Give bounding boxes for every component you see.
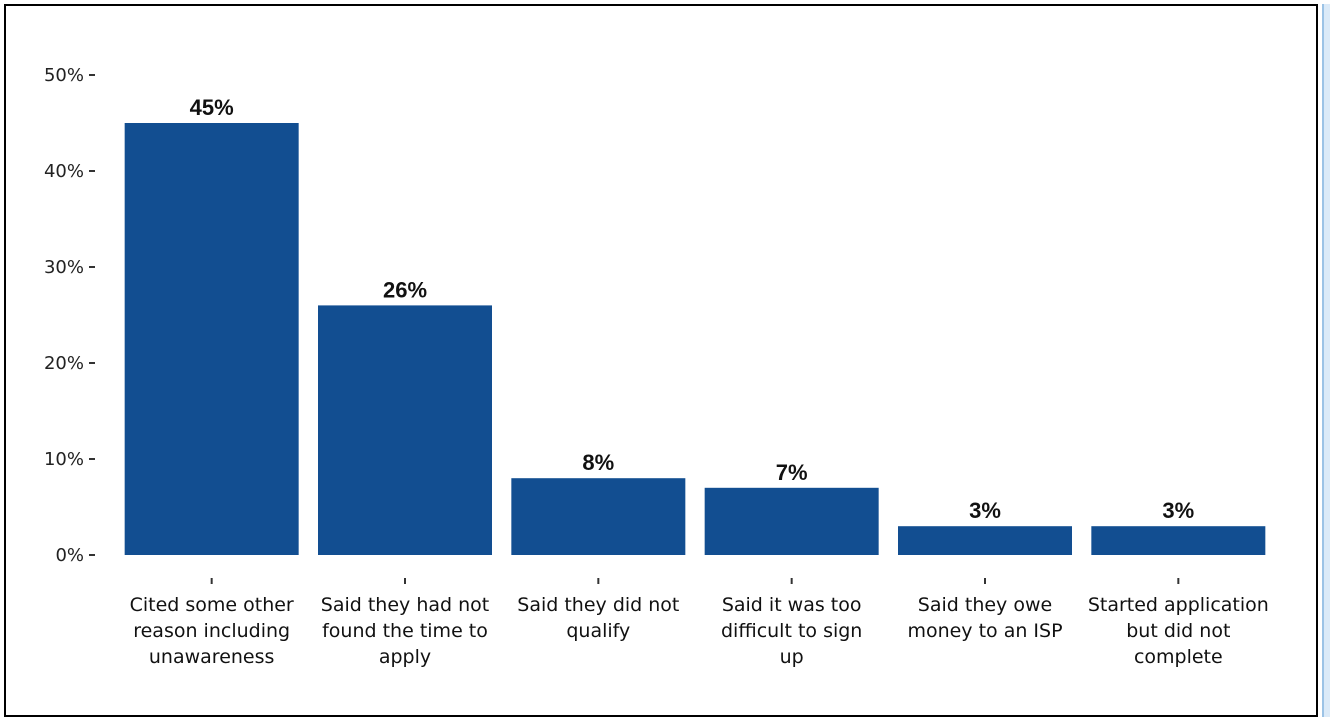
- bars: [124, 123, 1266, 555]
- y-tick-label: 40%: [44, 161, 84, 182]
- y-tick-label: 50%: [44, 65, 84, 86]
- bar-value-label: 3%: [1162, 498, 1194, 523]
- y-tick-label: 30%: [44, 257, 84, 278]
- bar-value-label: 26%: [383, 277, 427, 302]
- y-tick-label: 0%: [55, 545, 84, 566]
- category-label: Said they had not found the time to apply: [321, 594, 489, 668]
- bar-value-label: 3%: [969, 498, 1001, 523]
- y-tick-label: 10%: [44, 449, 84, 470]
- side-scroll-strip: [1322, 4, 1330, 717]
- bar: [898, 526, 1072, 555]
- bar: [511, 478, 686, 555]
- bar: [124, 123, 299, 555]
- bar: [1091, 526, 1266, 555]
- category-label: Cited some other reason including unawaren…: [130, 594, 294, 668]
- bar-value-label: 7%: [776, 460, 808, 485]
- category-label: Said they owe money to an ISP: [907, 594, 1062, 642]
- y-axis: 0% 10% 20% 30% 40% 50%: [44, 65, 95, 566]
- category-label: Started application but did not complete: [1088, 594, 1269, 668]
- x-axis: Cited some other reason including unawaren…: [130, 578, 1269, 668]
- bar-value-label: 45%: [190, 95, 234, 120]
- category-label: Said it was too difficult to sign up: [721, 594, 862, 668]
- data-labels: 45% 26% 8% 7% 3% 3%: [190, 95, 1195, 523]
- bar-value-label: 8%: [582, 450, 614, 475]
- bar: [704, 487, 879, 555]
- category-label: Said they did not qualify: [517, 594, 679, 642]
- bar: [318, 305, 492, 555]
- y-tick-label: 20%: [44, 353, 84, 374]
